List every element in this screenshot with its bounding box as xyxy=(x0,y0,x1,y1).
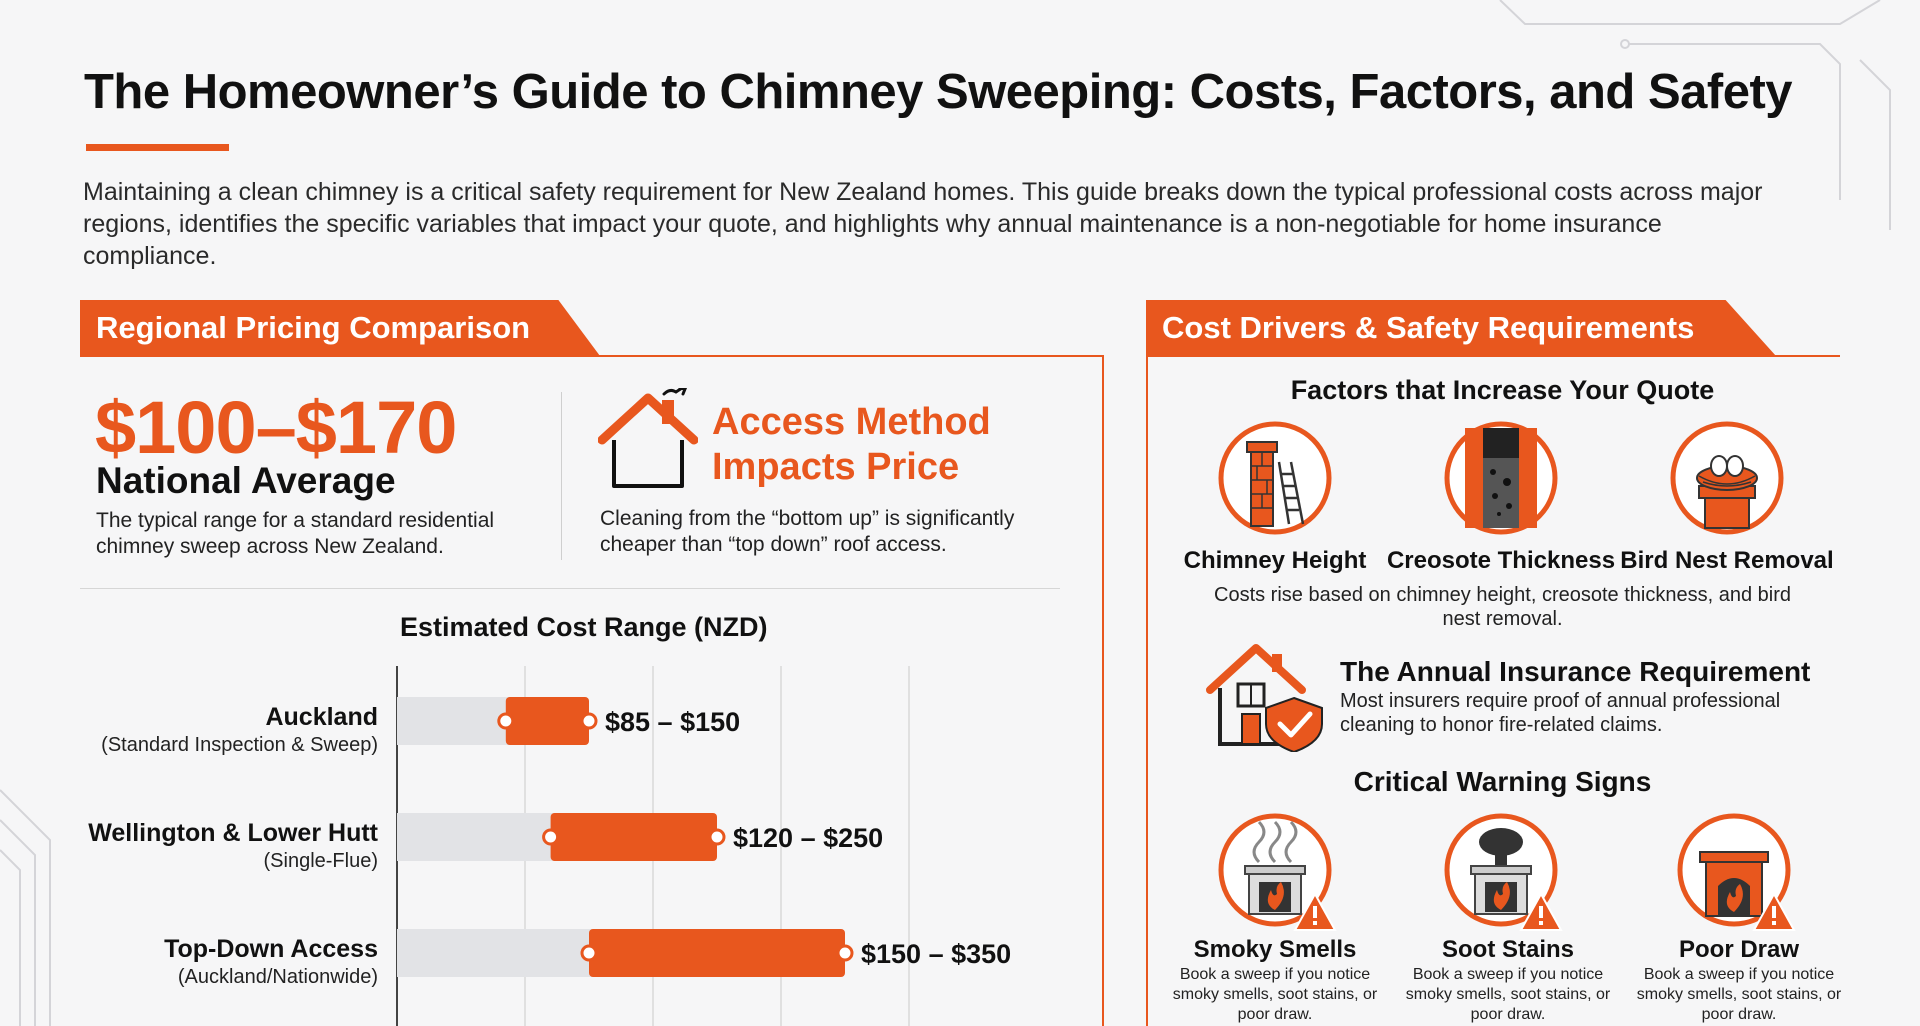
intro-paragraph: Maintaining a clean chimney is a critica… xyxy=(83,178,1763,270)
chart-range-end-point xyxy=(580,712,598,730)
factors-title: Factors that Increase Your Quote xyxy=(1290,375,1715,405)
panel-border-right xyxy=(1146,355,1148,1026)
chart-range-bar xyxy=(505,697,589,745)
national-average-label: National Average xyxy=(96,460,396,501)
warning-desc-soot-stains: Book a sweep if you notice smoky smells,… xyxy=(1405,966,1611,1023)
access-method-title: Access Method Impacts Price xyxy=(712,401,991,488)
factor-label-creosote-thickness: Creosote Thickness xyxy=(1386,547,1616,574)
bird-nest-icon xyxy=(1670,421,1784,535)
chart-value-label: $120 – $250 xyxy=(733,823,883,853)
chart-category-label: Top-Down Access xyxy=(164,935,378,963)
chart-category-sublabel: (Single-Flue) xyxy=(264,850,378,872)
access-method-desc: Cleaning from the “bottom up” is signifi… xyxy=(600,507,1015,556)
chart-category-label: Auckland xyxy=(265,703,378,731)
section-tab-cost-drivers: Cost Drivers & Safety Requirements xyxy=(1146,300,1776,356)
chart-value-label: $150 – $350 xyxy=(861,939,1011,969)
warning-label-smoky-smells: Smoky Smells xyxy=(1193,936,1357,963)
insurance-title: The Annual Insurance Requirement xyxy=(1340,656,1811,687)
chart-range-bar xyxy=(550,813,717,861)
house-shield-icon xyxy=(1206,644,1323,752)
divider-horizontal xyxy=(80,588,1060,589)
chart-category-sublabel: (Standard Inspection & Sweep) xyxy=(101,734,378,756)
section-tab-regional-pricing: Regional Pricing Comparison xyxy=(80,300,600,356)
national-average-range: $100–$170 xyxy=(95,386,457,469)
fireplace-smoke-icon xyxy=(1218,813,1337,931)
chart-range-start-point xyxy=(497,712,515,730)
fireplace-draw-icon xyxy=(1677,813,1796,931)
page-title: The Homeowner’s Guide to Chimney Sweepin… xyxy=(84,65,1793,119)
chart-range-start-point xyxy=(580,944,598,962)
chart-range-bar xyxy=(589,929,845,977)
warning-label-poor-draw: Poor Draw xyxy=(1678,936,1800,963)
warning-title: Critical Warning Signs xyxy=(1353,766,1652,797)
warning-desc-smoky-smells: Book a sweep if you notice smoky smells,… xyxy=(1172,966,1378,1023)
factor-label-bird-nest-removal: Bird Nest Removal xyxy=(1620,547,1834,574)
house-chimney-icon xyxy=(598,388,698,488)
chart-category-sublabel: (Auckland/Nationwide) xyxy=(178,966,378,988)
section-line-right xyxy=(1146,355,1840,357)
chart-category-label: Wellington & Lower Hutt xyxy=(88,819,378,847)
section-line-left xyxy=(80,355,1104,357)
chart-title: Estimated Cost Range (NZD) xyxy=(400,612,768,642)
insurance-desc: Most insurers require proof of annual pr… xyxy=(1340,690,1781,736)
chimney-ladder-icon xyxy=(1218,421,1332,535)
warning-label-soot-stains: Soot Stains xyxy=(1441,936,1574,963)
chart-value-label: $85 – $150 xyxy=(605,707,740,737)
divider-vertical xyxy=(561,392,562,560)
factors-desc: Costs rise based on chimney height, creo… xyxy=(1214,584,1791,630)
chart-range-end-point xyxy=(708,828,726,846)
chart-range-end-point xyxy=(836,944,854,962)
chart-range-start-point xyxy=(542,828,560,846)
title-underline xyxy=(86,144,229,151)
cost-range-chart: $85 – $150 Auckland (Standard Inspection &… xyxy=(88,666,1011,1026)
national-average-desc: The typical range for a standard residen… xyxy=(96,509,495,558)
circuit-decoration-left xyxy=(0,789,51,1026)
creosote-flue-icon xyxy=(1444,421,1558,535)
warning-desc-poor-draw: Book a sweep if you notice smoky smells,… xyxy=(1636,966,1842,1023)
fireplace-soot-icon xyxy=(1444,813,1563,931)
factor-label-chimney-height: Chimney Height xyxy=(1183,547,1367,574)
panel-border-left xyxy=(1102,355,1104,1026)
